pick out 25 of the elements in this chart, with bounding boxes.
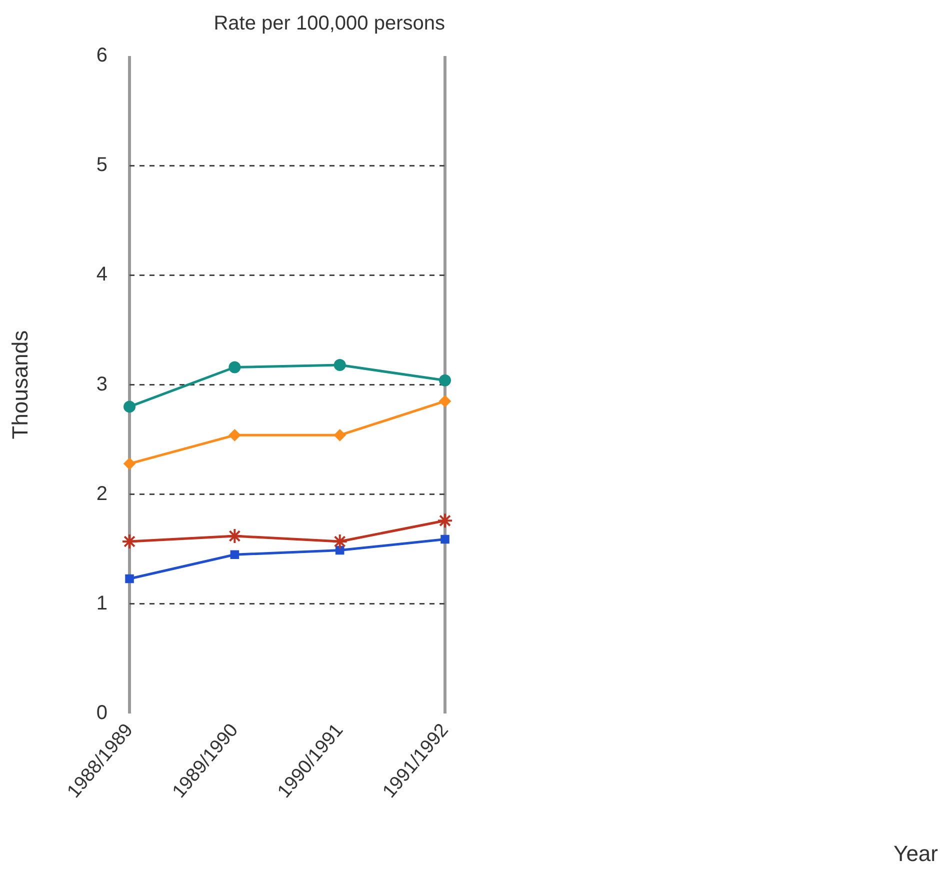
text: Year	[894, 841, 938, 866]
point	[122, 533, 138, 550]
point	[124, 400, 136, 413]
point	[125, 574, 134, 584]
chart-title: Rate per 100,000 persons	[214, 12, 445, 35]
point	[230, 550, 240, 560]
point	[334, 359, 346, 372]
point	[334, 429, 346, 442]
point	[332, 533, 348, 550]
point	[124, 458, 136, 470]
y-axis-title: Thousands	[7, 330, 32, 440]
y-tick-label: 2	[96, 482, 108, 505]
point	[440, 534, 450, 544]
y-tick-label: 0	[96, 702, 108, 724]
point	[228, 361, 241, 374]
point	[437, 512, 453, 529]
y-tick-label: 3	[96, 373, 108, 396]
point	[226, 528, 243, 544]
point	[439, 395, 451, 408]
y-tick-label: 1	[96, 592, 108, 614]
y-tick-label: 4	[96, 264, 108, 286]
y-tick-label: 5	[96, 154, 108, 176]
point	[228, 429, 241, 442]
y-tick-label: 6	[96, 44, 108, 67]
point	[439, 374, 451, 386]
